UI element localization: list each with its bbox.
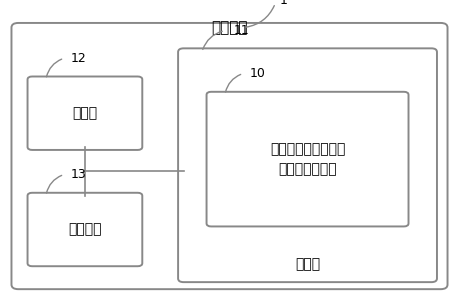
FancyBboxPatch shape xyxy=(11,23,448,289)
Text: 13: 13 xyxy=(71,168,87,181)
Text: 12: 12 xyxy=(71,52,87,65)
Text: 1: 1 xyxy=(280,0,288,6)
Text: 存储器: 存储器 xyxy=(295,257,320,271)
FancyBboxPatch shape xyxy=(28,193,142,266)
Text: 基于半导体缺陷检测
的图像处理程序: 基于半导体缺陷检测 的图像处理程序 xyxy=(270,142,345,177)
Text: 处理器: 处理器 xyxy=(73,106,97,120)
FancyBboxPatch shape xyxy=(178,48,437,282)
Text: 10: 10 xyxy=(250,67,266,80)
FancyBboxPatch shape xyxy=(207,92,409,226)
Text: 11: 11 xyxy=(234,24,250,37)
Text: 网络接口: 网络接口 xyxy=(68,222,101,237)
FancyBboxPatch shape xyxy=(28,76,142,150)
Text: 电子设备: 电子设备 xyxy=(211,20,248,35)
